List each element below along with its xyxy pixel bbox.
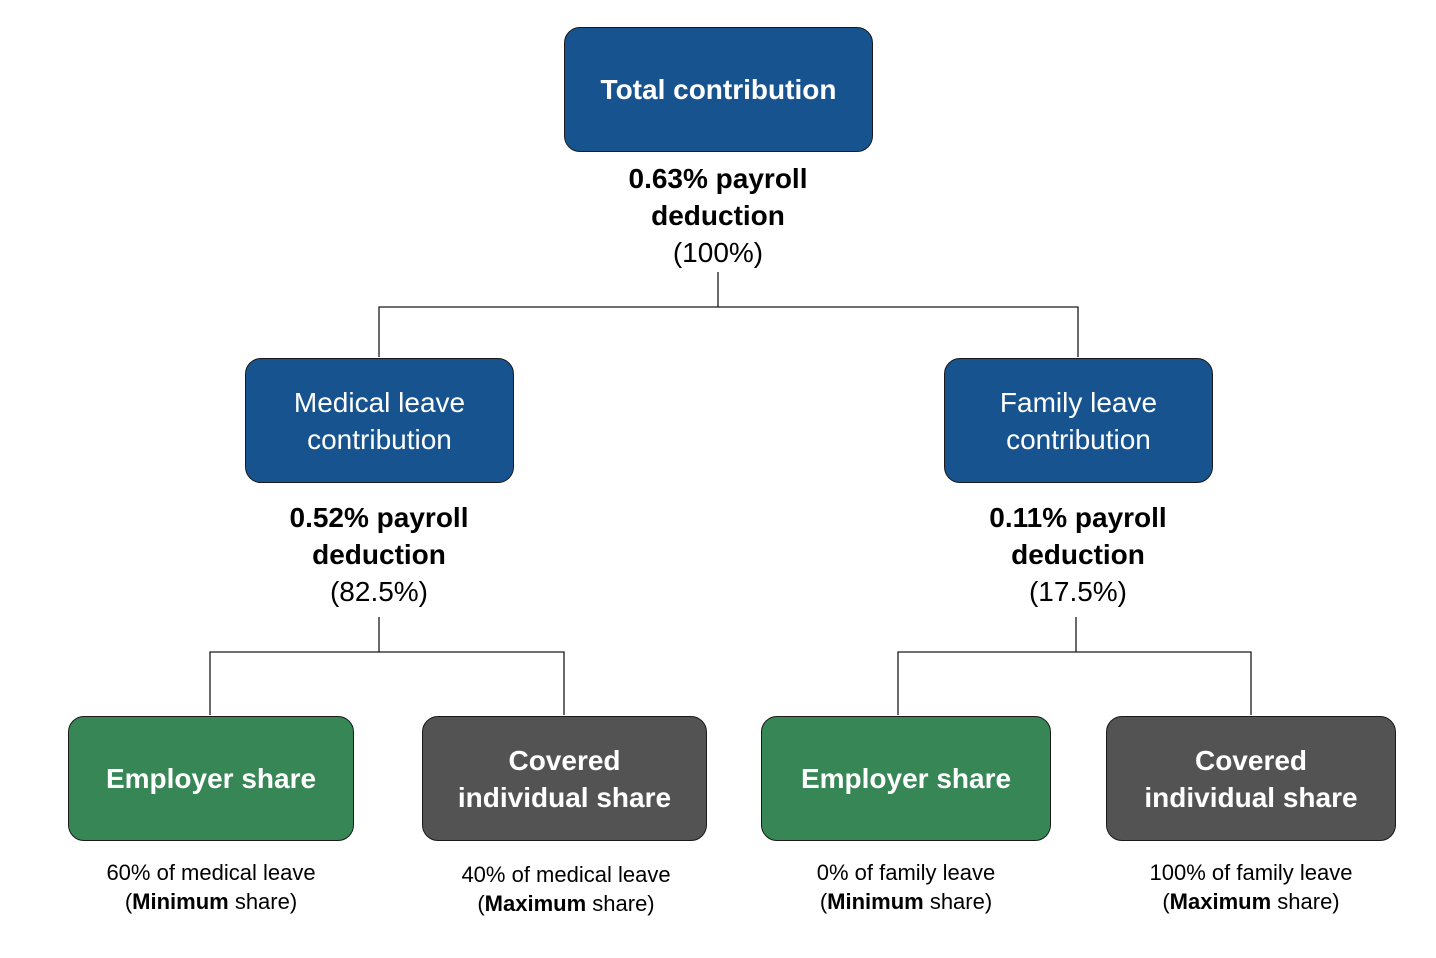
family-deduction-text: 0.11% payroll deduction — [989, 502, 1167, 570]
family-percent-text: (17.5%) — [1028, 576, 1128, 607]
family-employer-note-line2: (Minimum share) — [819, 889, 993, 914]
medical-employer-note-line2: (Minimum share) — [124, 889, 298, 914]
medical-employer-share-box: Employer share — [68, 716, 354, 841]
family-individual-note: 100% of family leave (Maximum share) — [1101, 858, 1401, 916]
medical-individual-note: 40% of medical leave (Maximum share) — [416, 860, 716, 918]
medical-leave-title: Medical leave contribution — [293, 386, 466, 455]
family-leave-box: Family leave contribution — [944, 358, 1213, 483]
medical-individual-note-line2: (Maximum share) — [477, 891, 655, 916]
medical-employer-note-line1: 60% of medical leave — [106, 860, 316, 885]
medical-individual-note-line1: 40% of medical leave — [461, 862, 671, 887]
family-individual-note-line1: 100% of family leave — [1149, 860, 1353, 885]
family-individual-share-title: Covered individual share — [1144, 744, 1358, 813]
medical-deduction-text: 0.52% payroll deduction — [289, 502, 469, 570]
family-deduction-label: 0.11% payroll deduction (17.5%) — [953, 499, 1203, 610]
medical-deduction-label: 0.52% payroll deduction (82.5%) — [254, 499, 504, 610]
total-deduction-text: 0.63% payroll deduction — [628, 163, 808, 231]
family-individual-note-line2: (Maximum share) — [1162, 889, 1340, 914]
family-employer-note-line1: 0% of family leave — [816, 860, 996, 885]
connector-family-bar — [897, 651, 1252, 715]
medical-percent-text: (82.5%) — [329, 576, 429, 607]
connector-top-bar — [378, 306, 1079, 357]
connector-medical-bar — [209, 651, 565, 715]
family-leave-title: Family leave contribution — [999, 386, 1158, 455]
total-percent-text: (100%) — [672, 237, 764, 268]
family-individual-share-box: Covered individual share — [1106, 716, 1396, 841]
family-employer-share-box: Employer share — [761, 716, 1051, 841]
total-deduction-label: 0.63% payroll deduction (100%) — [568, 160, 868, 271]
medical-leave-box: Medical leave contribution — [245, 358, 514, 483]
medical-employer-share-title: Employer share — [105, 763, 317, 794]
family-employer-share-title: Employer share — [800, 763, 1012, 794]
medical-employer-note: 60% of medical leave (Minimum share) — [61, 858, 361, 916]
medical-individual-share-box: Covered individual share — [422, 716, 707, 841]
family-employer-note: 0% of family leave (Minimum share) — [756, 858, 1056, 916]
total-contribution-box: Total contribution — [564, 27, 873, 152]
total-contribution-title: Total contribution — [600, 74, 837, 105]
medical-individual-share-title: Covered individual share — [457, 744, 672, 813]
